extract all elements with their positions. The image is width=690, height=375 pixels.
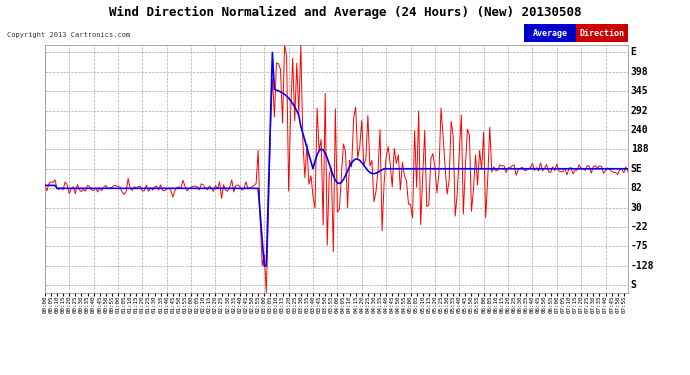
Text: 345: 345 bbox=[631, 86, 649, 96]
Text: -75: -75 bbox=[631, 242, 649, 251]
Text: -128: -128 bbox=[631, 261, 654, 271]
Text: 398: 398 bbox=[631, 67, 649, 76]
Text: Copyright 2013 Cartronics.com: Copyright 2013 Cartronics.com bbox=[7, 32, 130, 38]
Text: 292: 292 bbox=[631, 106, 649, 116]
Text: -22: -22 bbox=[631, 222, 649, 232]
Text: Wind Direction Normalized and Average (24 Hours) (New) 20130508: Wind Direction Normalized and Average (2… bbox=[109, 6, 581, 19]
Text: E: E bbox=[631, 47, 637, 57]
Text: SE: SE bbox=[631, 164, 642, 174]
Text: 240: 240 bbox=[631, 125, 649, 135]
Text: Average: Average bbox=[533, 29, 568, 38]
Text: 30: 30 bbox=[631, 202, 642, 213]
Text: 82: 82 bbox=[631, 183, 642, 194]
Text: S: S bbox=[631, 280, 637, 290]
Text: Direction: Direction bbox=[580, 29, 624, 38]
Text: 188: 188 bbox=[631, 144, 649, 154]
